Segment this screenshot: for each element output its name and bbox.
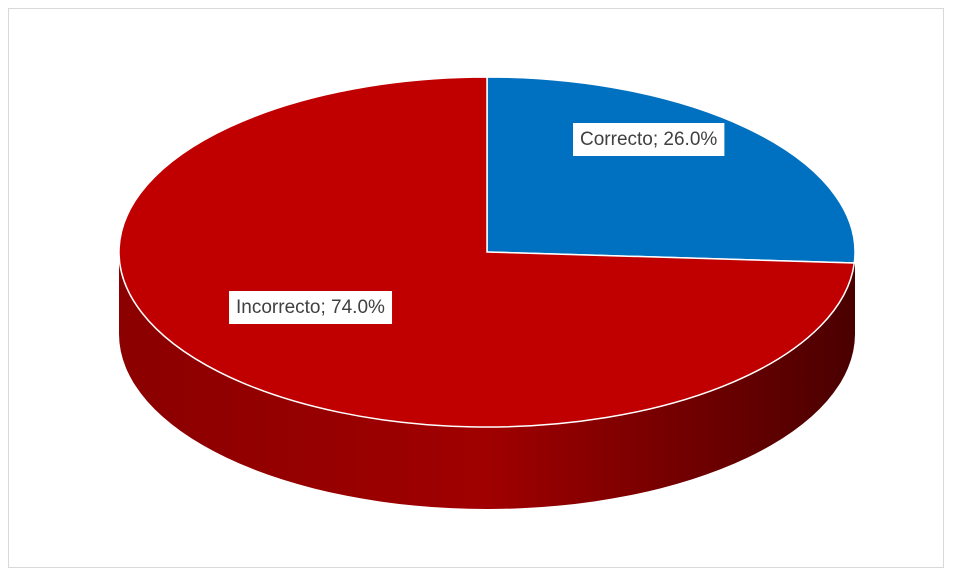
pie-slice-correcto: [486, 76, 856, 264]
data-label-box: [573, 123, 725, 156]
pie-side-wall: [119, 252, 855, 509]
data-labels: Correcto; 26.0% Incorrecto; 74.0%: [229, 123, 725, 324]
data-label-incorrecto: Incorrecto; 74.0%: [229, 291, 393, 324]
pie-top-faces: [118, 76, 856, 428]
pie-slice-incorrecto: [118, 76, 856, 428]
data-label-correcto: Correcto; 26.0%: [573, 123, 725, 156]
data-label-box: [229, 291, 393, 324]
data-label-text: Incorrecto; 74.0%: [236, 297, 385, 318]
pie-side-walls: [119, 252, 855, 509]
data-label-text: Correcto; 26.0%: [580, 129, 717, 150]
